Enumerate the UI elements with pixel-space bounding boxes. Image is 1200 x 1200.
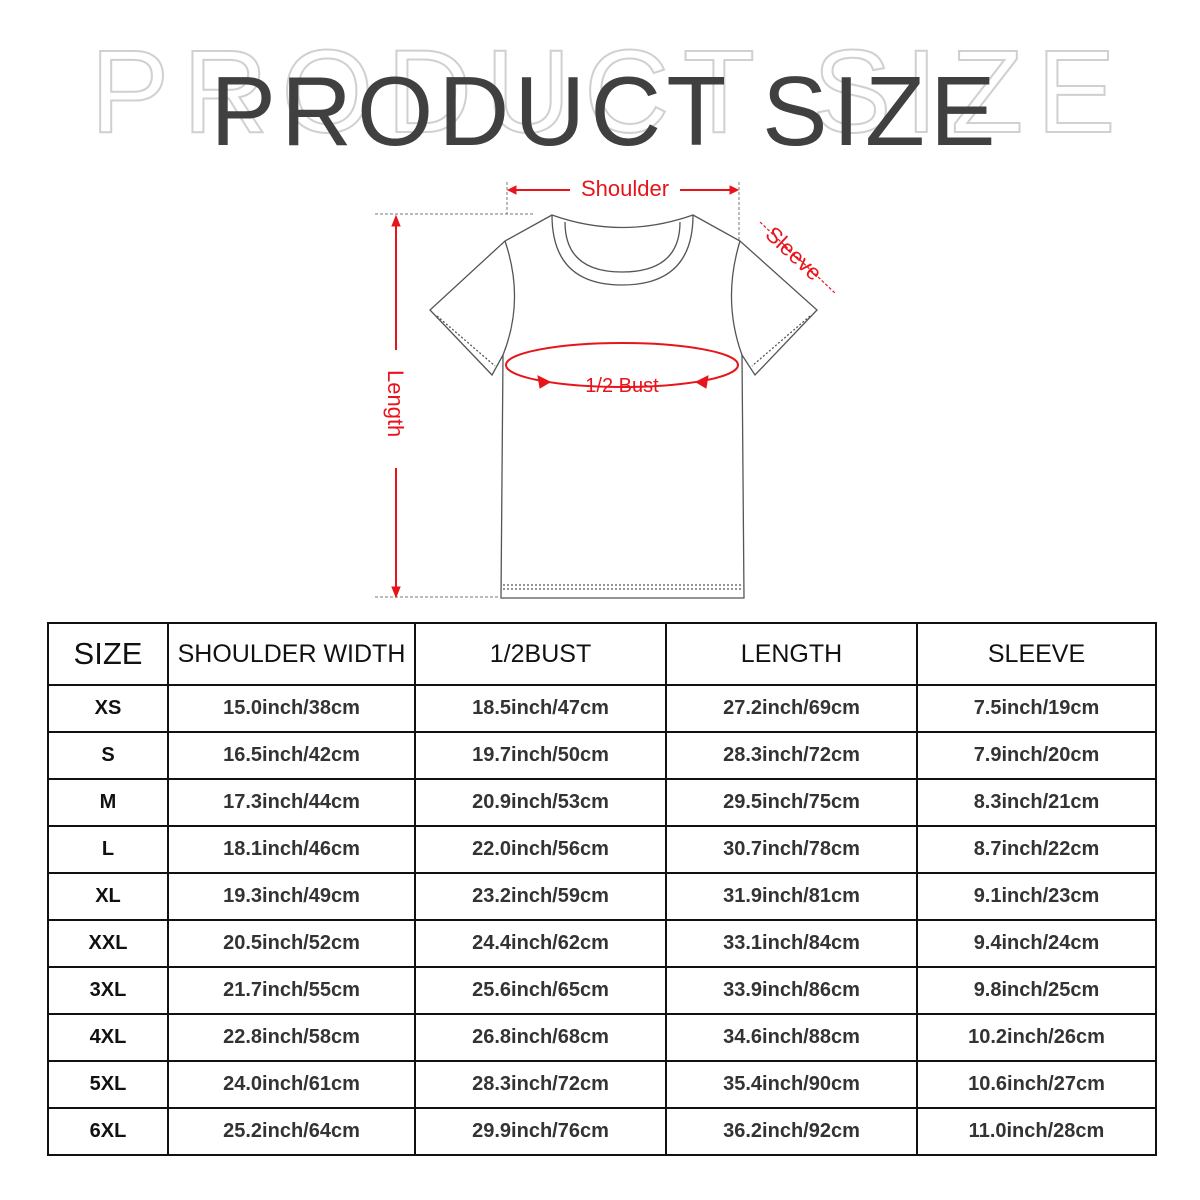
cell-bust: 19.7inch/50cm [414, 731, 667, 780]
cell-size: 4XL [47, 1013, 169, 1062]
table-row: 4XL 22.8inch/58cm 26.8inch/68cm 34.6inch/88… [47, 1013, 1157, 1062]
cell-shoulder-width: 16.5inch/42cm [167, 731, 416, 780]
cell-bust: 20.9inch/53cm [414, 778, 667, 827]
cell-bust: 22.0inch/56cm [414, 825, 667, 874]
page-title: PRODUCT SIZE [211, 56, 996, 160]
cell-bust: 18.5inch/47cm [414, 684, 667, 733]
cell-bust: 29.9inch/76cm [414, 1107, 667, 1156]
cell-sleeve: 10.6inch/27cm [916, 1060, 1157, 1109]
table-row: L 18.1inch/46cm 22.0inch/56cm 30.7inch/78cm… [47, 825, 1157, 874]
cell-shoulder-width: 15.0inch/38cm [167, 684, 416, 733]
cell-length: 33.1inch/84cm [665, 919, 918, 968]
cell-bust: 25.6inch/65cm [414, 966, 667, 1015]
cell-sleeve: 9.4inch/24cm [916, 919, 1157, 968]
cell-sleeve: 7.9inch/20cm [916, 731, 1157, 780]
header-length: LENGTH [665, 622, 918, 686]
table-row: M 17.3inch/44cm 20.9inch/53cm 29.5inch/75cm… [47, 778, 1157, 827]
table-header-row: SIZE SHOULDER WIDTH 1/2BUST LENGTH SLEEV… [47, 622, 1157, 686]
cell-sleeve: 10.2inch/26cm [916, 1013, 1157, 1062]
table-row: XS 15.0inch/38cm 18.5inch/47cm 27.2inch/69c… [47, 684, 1157, 733]
cell-size: S [47, 731, 169, 780]
cell-sleeve: 7.5inch/19cm [916, 684, 1157, 733]
cell-sleeve: 8.3inch/21cm [916, 778, 1157, 827]
table-row: 5XL 24.0inch/61cm 28.3inch/72cm 35.4inch/90… [47, 1060, 1157, 1109]
table-row: XL 19.3inch/49cm 23.2inch/59cm 31.9inch/81c… [47, 872, 1157, 921]
tshirt-outline [429, 214, 818, 599]
cell-length: 31.9inch/81cm [665, 872, 918, 921]
cell-size: 3XL [47, 966, 169, 1015]
header-shoulder-width: SHOULDER WIDTH [167, 622, 416, 686]
cell-shoulder-width: 19.3inch/49cm [167, 872, 416, 921]
shoulder-label: Shoulder [581, 176, 669, 201]
cell-shoulder-width: 25.2inch/64cm [167, 1107, 416, 1156]
measurement-marks [375, 182, 837, 599]
tshirt-diagram: Shoulder Sleeve 1/2 Bust Length [375, 176, 837, 599]
header-sleeve: SLEEVE [916, 622, 1157, 686]
cell-length: 36.2inch/92cm [665, 1107, 918, 1156]
header-bust: 1/2BUST [414, 622, 667, 686]
cell-length: 27.2inch/69cm [665, 684, 918, 733]
cell-shoulder-width: 24.0inch/61cm [167, 1060, 416, 1109]
cell-shoulder-width: 21.7inch/55cm [167, 966, 416, 1015]
cell-size: XS [47, 684, 169, 733]
cell-bust: 28.3inch/72cm [414, 1060, 667, 1109]
cell-size: XXL [47, 919, 169, 968]
cell-bust: 23.2inch/59cm [414, 872, 667, 921]
table-row: XXL 20.5inch/52cm 24.4inch/62cm 33.1inch/84… [47, 919, 1157, 968]
cell-size: M [47, 778, 169, 827]
title-graphic: PRODUCT SIZE PRODUCT SIZE [90, 25, 1117, 160]
length-label: Length [383, 370, 408, 437]
cell-bust: 26.8inch/68cm [414, 1013, 667, 1062]
table-row: 6XL 25.2inch/64cm 29.9inch/76cm 36.2inch/92… [47, 1107, 1157, 1156]
cell-size: 6XL [47, 1107, 169, 1156]
cell-shoulder-width: 18.1inch/46cm [167, 825, 416, 874]
size-table: SIZE SHOULDER WIDTH 1/2BUST LENGTH SLEEV… [47, 622, 1157, 1156]
cell-bust: 24.4inch/62cm [414, 919, 667, 968]
cell-length: 35.4inch/90cm [665, 1060, 918, 1109]
table-row: 3XL 21.7inch/55cm 25.6inch/65cm 33.9inch/86… [47, 966, 1157, 1015]
bust-label: 1/2 Bust [585, 375, 659, 397]
cell-size: 5XL [47, 1060, 169, 1109]
cell-shoulder-width: 17.3inch/44cm [167, 778, 416, 827]
cell-sleeve: 11.0inch/28cm [916, 1107, 1157, 1156]
table-row: S 16.5inch/42cm 19.7inch/50cm 28.3inch/72cm… [47, 731, 1157, 780]
cell-shoulder-width: 22.8inch/58cm [167, 1013, 416, 1062]
cell-shoulder-width: 20.5inch/52cm [167, 919, 416, 968]
cell-length: 29.5inch/75cm [665, 778, 918, 827]
cell-length: 33.9inch/86cm [665, 966, 918, 1015]
header-size: SIZE [47, 622, 169, 686]
cell-sleeve: 8.7inch/22cm [916, 825, 1157, 874]
cell-length: 34.6inch/88cm [665, 1013, 918, 1062]
cell-sleeve: 9.8inch/25cm [916, 966, 1157, 1015]
cell-sleeve: 9.1inch/23cm [916, 872, 1157, 921]
cell-size: L [47, 825, 169, 874]
cell-length: 30.7inch/78cm [665, 825, 918, 874]
cell-length: 28.3inch/72cm [665, 731, 918, 780]
cell-size: XL [47, 872, 169, 921]
